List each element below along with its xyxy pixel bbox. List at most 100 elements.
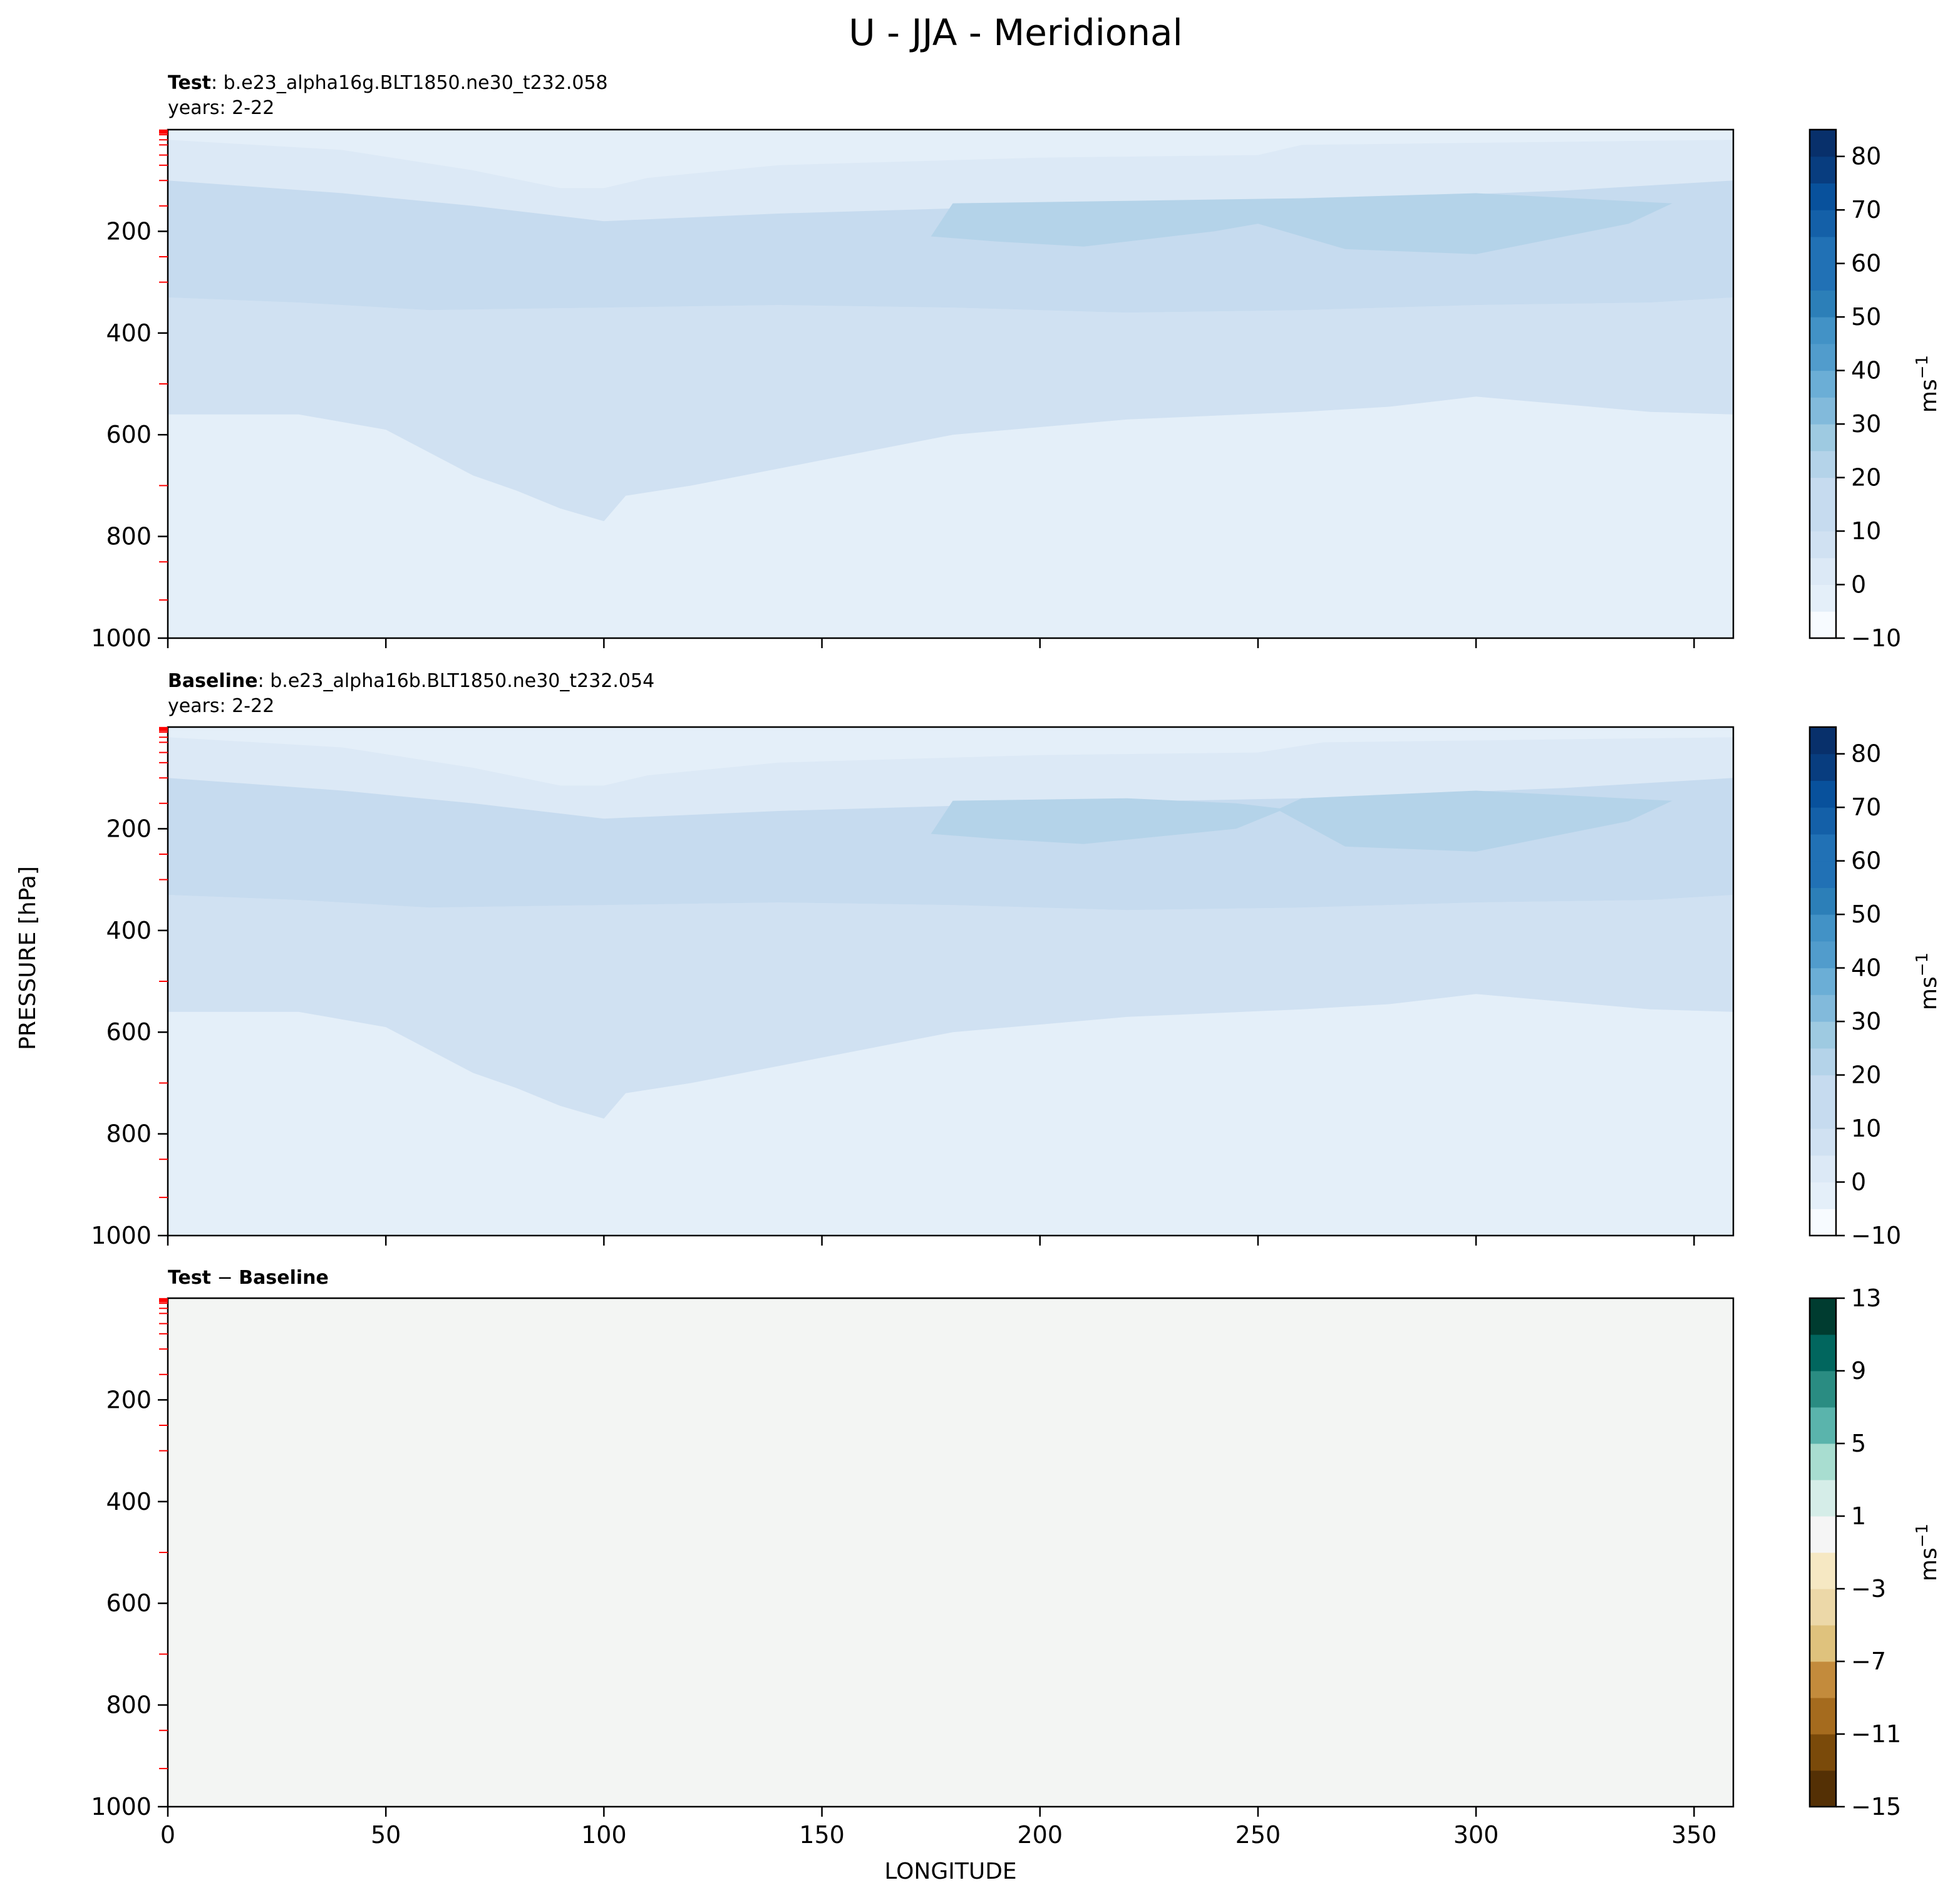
ytick-label: 800: [106, 1691, 152, 1719]
colorbar-baseline: −10 0 10 20 30 40 50 60 70 80 ms−1: [1808, 726, 1942, 1249]
colorbar-segment: [1810, 183, 1836, 210]
plot-area-baseline: [168, 727, 1733, 1236]
contour-fill-1: [168, 994, 1733, 1236]
x-axis-label: LONGITUDE: [884, 1859, 1016, 1884]
colorbar-tick-label: −3: [1851, 1575, 1886, 1603]
contour-fill-4: [931, 790, 1673, 852]
colorbar-tick-label: −11: [1851, 1720, 1901, 1748]
xtick-label: 150: [799, 1821, 845, 1849]
ytick-label: 800: [106, 523, 152, 550]
colorbar-segment: [1810, 1075, 1836, 1102]
colorbar-segment: [1810, 994, 1836, 1022]
colorbar-segment: [1810, 1102, 1836, 1129]
colorbar-tick-label: 10: [1851, 1115, 1881, 1142]
xtick-label: 300: [1453, 1821, 1499, 1849]
colorbar-tick-label: 50: [1851, 901, 1881, 928]
colorbar-segment: [1810, 611, 1836, 639]
colorbar-segment: [1810, 1770, 1836, 1807]
colorbar-segment: [1810, 1625, 1836, 1662]
colorbar-segment: [1810, 531, 1836, 559]
colorbar-segment: [1810, 1335, 1836, 1371]
colorbar-tick-label: −15: [1851, 1793, 1901, 1820]
colorbar-tick-label: 50: [1851, 303, 1881, 331]
xtick-label: 0: [160, 1821, 175, 1849]
y-axis-label: PRESSURE [hPa]: [15, 866, 41, 1050]
colorbar-tick-label: 10: [1851, 517, 1881, 545]
colorbar-tick-label: 80: [1851, 143, 1881, 170]
colorbar-segment: [1810, 370, 1836, 398]
contour-fill-4: [931, 193, 1673, 254]
colorbar-tick-label: 30: [1851, 410, 1881, 438]
panel-title: Baseline: b.e23_alpha16b.BLT1850.ne30_t2…: [168, 670, 654, 692]
colorbar-segment: [1810, 1589, 1836, 1626]
colorbar-tick-label: 0: [1851, 1169, 1866, 1196]
colorbar-segment: [1810, 1021, 1836, 1049]
colorbar-tick-label: 5: [1851, 1430, 1866, 1457]
colorbar-segment: [1810, 584, 1836, 612]
contour-fill-2: [168, 297, 1733, 522]
colorbar-difference: −15 −11 −7 −3 1 5 9 13 ms−1: [1808, 1284, 1942, 1820]
colorbar-segment: [1810, 1407, 1836, 1444]
xtick-label: 100: [581, 1821, 627, 1849]
colorbar-segment: [1810, 1182, 1836, 1209]
colorbar-segment: [1810, 1661, 1836, 1698]
colorbar-segment: [1810, 1298, 1836, 1335]
ytick-label: 200: [106, 1386, 152, 1413]
colorbar-tick-label: −10: [1851, 1222, 1901, 1249]
colorbar-segment: [1810, 156, 1836, 183]
colorbar-segment: [1810, 397, 1836, 425]
colorbar-segment: [1810, 860, 1836, 888]
colorbar-segment: [1810, 504, 1836, 532]
colorbar-tick-label: 70: [1851, 196, 1881, 224]
colorbar-tick-label: 70: [1851, 793, 1881, 821]
xtick-label: 200: [1017, 1821, 1063, 1849]
colorbar-segment: [1810, 1734, 1836, 1771]
colorbar-tick-label: −10: [1851, 624, 1901, 652]
xtick-label: 50: [371, 1821, 401, 1849]
colorbar-tick-label: 80: [1851, 740, 1881, 768]
colorbar-segment: [1810, 1516, 1836, 1553]
contour-fill-2: [168, 895, 1733, 1119]
xtick-label: 350: [1671, 1821, 1717, 1849]
colorbar-segment: [1810, 887, 1836, 915]
colorbar-segment: [1810, 1209, 1836, 1236]
colorbar-tick-label: 30: [1851, 1008, 1881, 1035]
colorbar-segment: [1810, 727, 1836, 755]
plot-area-difference: [168, 1298, 1733, 1807]
colorbar-units: ms−1: [1913, 355, 1942, 413]
panel-subtitle: years: 2-22: [168, 97, 274, 119]
colorbar-segment: [1810, 1443, 1836, 1480]
colorbar-frame: [1808, 128, 1837, 639]
colorbar-segment: [1810, 317, 1836, 344]
colorbar-segment: [1810, 807, 1836, 835]
xtick-label: 250: [1235, 1821, 1281, 1849]
colorbar-segment: [1810, 557, 1836, 586]
colorbar-segment: [1810, 1371, 1836, 1408]
colorbar-segment: [1810, 1048, 1836, 1076]
contour-fill-5: [168, 130, 1733, 188]
contour-fill-5: [168, 727, 1733, 786]
ytick-label: 200: [106, 815, 152, 842]
colorbar-segment: [1810, 290, 1836, 318]
colorbar-tick-label: 0: [1851, 571, 1866, 599]
colorbar-segment: [1810, 130, 1836, 157]
difference-field: [168, 1298, 1733, 1807]
contour-fill-1: [168, 396, 1733, 638]
colorbar-segment: [1810, 941, 1836, 969]
colorbar-segment: [1810, 450, 1836, 478]
colorbar-segment: [1810, 263, 1836, 291]
colorbar-segment: [1810, 1128, 1836, 1156]
ytick-label: 400: [106, 917, 152, 944]
colorbar-segment: [1810, 780, 1836, 808]
ytick-label: 1000: [91, 624, 152, 652]
panel-difference: 200 400 600 800 1000 0 50 100 150 200 250 300 350 Tes…: [91, 1267, 1942, 1849]
ytick-label: 600: [106, 1018, 152, 1046]
colorbar-tick-label: −7: [1851, 1648, 1886, 1675]
figure-title: U - JJA - Meridional: [848, 11, 1182, 54]
colorbar-units: ms−1: [1913, 953, 1942, 1010]
panel-title: Test − Baseline: [168, 1267, 329, 1289]
colorbar-tick-label: 40: [1851, 954, 1881, 982]
panel-title: Test: b.e23_alpha16g.BLT1850.ne30_t232.0…: [168, 72, 608, 94]
